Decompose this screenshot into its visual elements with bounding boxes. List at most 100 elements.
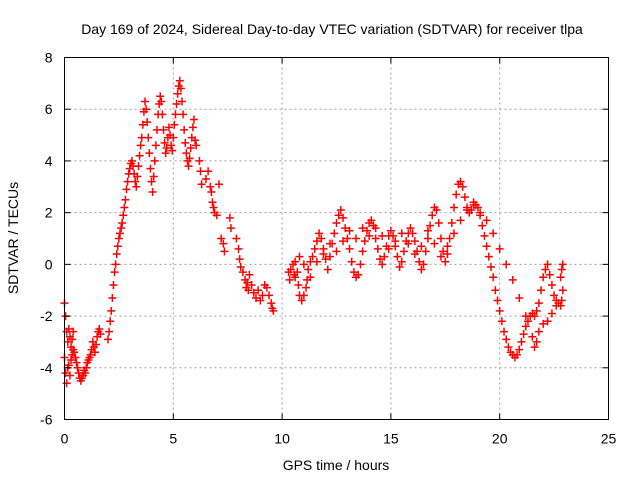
data-point — [508, 275, 517, 284]
data-point — [185, 154, 194, 163]
data-point — [299, 260, 308, 269]
data-point — [521, 322, 530, 331]
data-point — [428, 211, 437, 220]
data-point — [558, 260, 567, 269]
data-point — [262, 283, 271, 292]
data-point — [395, 262, 404, 271]
data-point — [236, 262, 245, 271]
data-point — [532, 337, 541, 346]
data-point — [90, 348, 99, 357]
data-point — [150, 156, 159, 165]
data-point — [267, 299, 276, 308]
data-point — [550, 291, 559, 300]
data-point — [434, 218, 443, 227]
data-point — [295, 252, 304, 261]
data-point — [532, 306, 541, 315]
data-point — [82, 363, 91, 372]
data-point — [441, 257, 450, 266]
data-point — [371, 234, 380, 243]
data-point — [243, 278, 252, 287]
data-point — [504, 343, 513, 352]
y-tick-label: -2 — [40, 308, 53, 324]
data-point — [269, 306, 278, 315]
data-point — [539, 273, 548, 282]
data-point — [312, 257, 321, 266]
data-point — [321, 255, 330, 264]
data-point — [235, 255, 244, 264]
data-point — [245, 270, 254, 279]
data-point — [543, 317, 552, 326]
data-point — [545, 270, 554, 279]
data-point — [175, 76, 184, 85]
data-point — [391, 237, 400, 246]
data-point — [182, 149, 191, 158]
data-point — [169, 133, 178, 142]
data-point — [339, 237, 348, 246]
data-point — [528, 332, 537, 341]
data-point — [443, 250, 452, 259]
data-point — [251, 293, 260, 302]
data-point — [127, 156, 136, 165]
data-point — [244, 286, 253, 295]
data-point — [426, 221, 435, 230]
data-point — [378, 231, 387, 240]
data-point — [356, 260, 365, 269]
x-tick-label: 10 — [274, 431, 290, 447]
data-point — [397, 257, 406, 266]
data-point — [189, 115, 198, 124]
data-point — [452, 190, 461, 199]
data-point — [450, 229, 459, 238]
data-point — [541, 265, 550, 274]
data-point — [151, 141, 160, 150]
data-point — [334, 211, 343, 220]
data-point — [61, 368, 70, 377]
data-point — [92, 340, 101, 349]
data-point — [145, 149, 154, 158]
data-point — [158, 110, 167, 119]
data-point — [201, 175, 210, 184]
data-point — [547, 281, 556, 290]
data-point — [358, 247, 367, 256]
data-point — [473, 203, 482, 212]
data-point — [478, 221, 487, 230]
data-point — [118, 218, 127, 227]
data-point — [294, 281, 303, 290]
data-point — [436, 234, 445, 243]
data-point — [184, 162, 193, 171]
data-point — [297, 296, 306, 305]
data-point — [393, 252, 402, 261]
data-point — [159, 125, 168, 134]
data-point — [86, 350, 95, 359]
data-point — [523, 317, 532, 326]
data-point — [360, 237, 369, 246]
data-point — [63, 337, 72, 346]
data-point — [332, 247, 341, 256]
x-tick-label: 20 — [492, 431, 508, 447]
data-point — [105, 327, 114, 336]
data-point — [234, 244, 243, 253]
data-point — [358, 224, 367, 233]
data-point — [149, 172, 158, 181]
data-point — [62, 379, 71, 388]
data-point — [69, 327, 78, 336]
data-point — [319, 250, 328, 259]
data-point — [399, 247, 408, 256]
data-point — [109, 281, 118, 290]
data-point — [285, 275, 294, 284]
data-point — [410, 250, 419, 259]
data-point — [195, 156, 204, 165]
data-point — [547, 309, 556, 318]
data-point — [217, 234, 226, 243]
data-point — [486, 262, 495, 271]
data-point — [362, 226, 371, 235]
data-point — [108, 293, 117, 302]
data-point — [482, 216, 491, 225]
y-tick-label: -4 — [40, 360, 53, 376]
data-point — [95, 325, 104, 333]
data-point — [171, 110, 180, 119]
data-point — [147, 177, 156, 186]
data-point — [106, 317, 115, 326]
data-point — [162, 144, 171, 152]
data-point — [157, 97, 166, 106]
